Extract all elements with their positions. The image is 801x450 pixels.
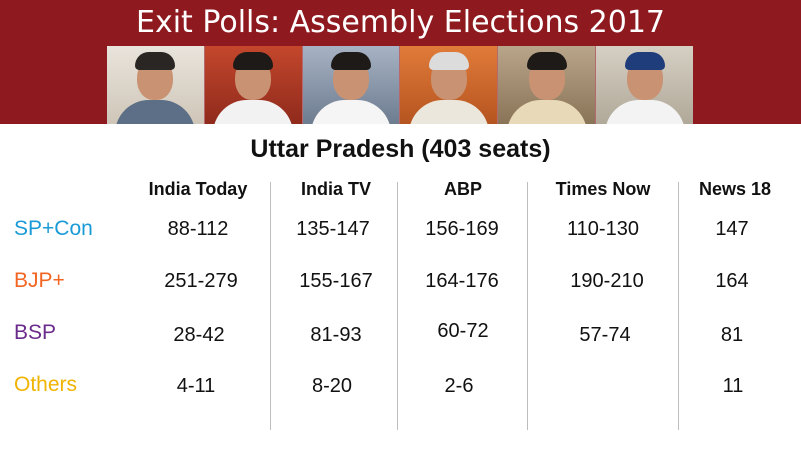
table-cell: 4-11: [176, 375, 216, 397]
table-cell: 110-130: [567, 218, 639, 240]
table-cell: 190-210: [570, 270, 644, 292]
table-cell: 135-147: [296, 218, 370, 240]
table-cell: 147: [715, 218, 749, 240]
header-banner: Exit Polls: Assembly Elections 2017: [0, 0, 801, 124]
table-cell: 8-20: [311, 375, 353, 397]
table-cell: 81-93: [310, 324, 362, 346]
table-cell: 57-74: [579, 324, 631, 346]
column-header-india-tv: India TV: [300, 179, 372, 199]
leader-photo-2: [204, 46, 303, 124]
table-cell: 88-112: [167, 218, 229, 240]
column-divider: [397, 182, 398, 430]
table-cell: 156-169: [425, 218, 499, 240]
column-header-news-18: News 18: [698, 179, 772, 199]
page-title: Exit Polls: Assembly Elections 2017: [135, 5, 665, 40]
row-label-bsp: BSP: [14, 321, 57, 344]
leader-photo-5: [498, 46, 597, 124]
column-header-times-now: Times Now: [555, 179, 651, 199]
leader-photo-strip: [107, 46, 693, 124]
row-label-bjp: BJP+: [14, 269, 65, 292]
column-divider: [527, 182, 528, 430]
leader-photo-3: [302, 46, 401, 124]
row-label-others: Others: [14, 373, 78, 396]
table-cell: 164-176: [425, 270, 499, 292]
leader-photo-4: [400, 46, 499, 124]
table-cell: 155-167: [299, 270, 373, 292]
table-cell: 28-42: [173, 324, 225, 346]
column-divider: [270, 182, 271, 430]
leader-photo-1: [107, 46, 205, 124]
leader-photo-6: [596, 46, 693, 124]
table-cell: 2-6: [444, 375, 474, 397]
column-header-india-today: India Today: [148, 179, 248, 199]
table-cell: 164: [715, 270, 749, 292]
table-cell: 11: [722, 375, 744, 397]
row-label-sp-con: SP+Con: [14, 217, 93, 240]
table-cell: 60-72: [437, 320, 489, 342]
table-cell: 251-279: [164, 270, 238, 292]
table-subtitle: Uttar Pradesh (403 seats): [250, 135, 551, 163]
column-header-abp: ABP: [443, 179, 483, 199]
table-cell: 81: [720, 324, 744, 346]
column-divider: [678, 182, 679, 430]
